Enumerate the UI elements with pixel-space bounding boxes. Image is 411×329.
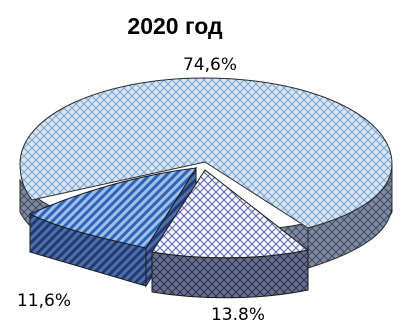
slice-label-13-8: 13.8%: [211, 305, 265, 325]
slice-label-11-6: 11,6%: [17, 291, 71, 311]
chart-title: 2020 год: [127, 13, 223, 39]
slice-label-74-6: 74,6%: [183, 55, 237, 75]
pie-slice-13-8: [151, 169, 310, 299]
